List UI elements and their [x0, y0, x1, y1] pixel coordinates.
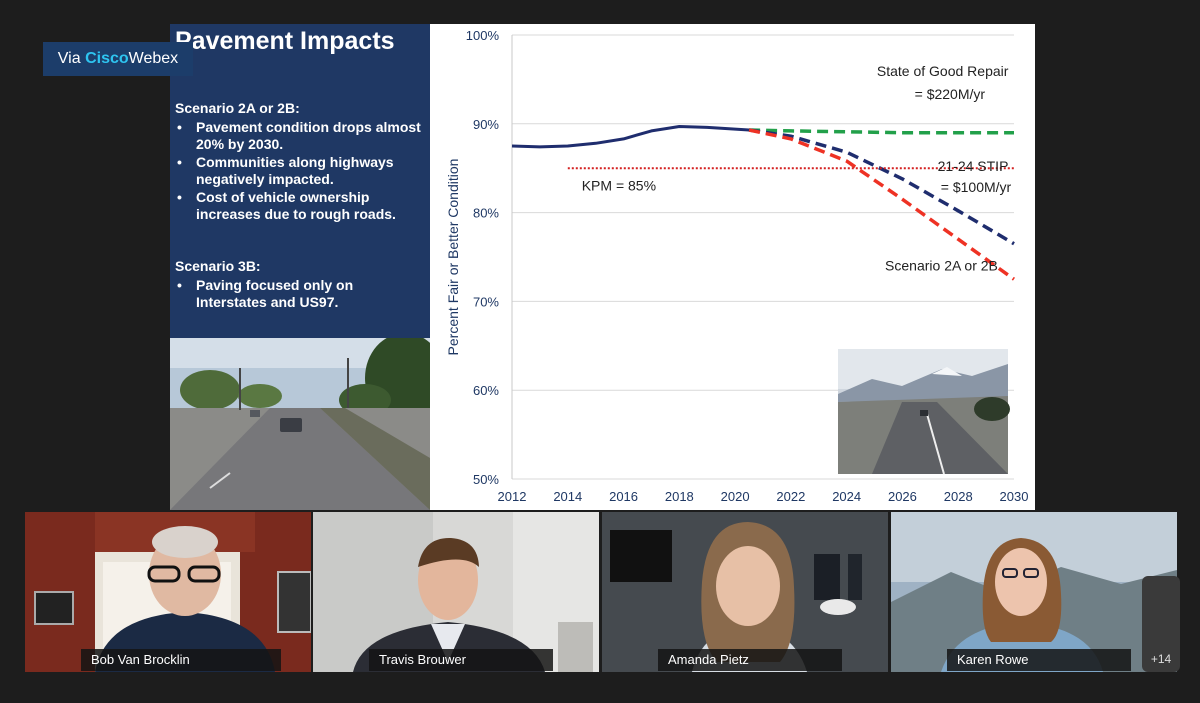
participant-video	[313, 512, 599, 672]
y-tick-label: 90%	[473, 117, 499, 132]
scenario-3b-heading: Scenario 3B:	[175, 258, 261, 274]
annotation-label: State of Good Repair	[877, 63, 1009, 79]
x-tick-label: 2016	[609, 489, 638, 504]
y-tick-label: 50%	[473, 472, 499, 487]
series-line	[511, 125, 750, 149]
participant-tile[interactable]: Amanda Pietz	[602, 512, 888, 672]
bullet-item: • Cost of vehicle ownership increases due…	[177, 189, 396, 222]
more-participants-count: +14	[1150, 652, 1172, 666]
bullet-item: • Communities along highways negatively i…	[177, 154, 394, 187]
participant-video	[602, 512, 888, 672]
webex-badge: Via CiscoWebex	[43, 42, 193, 76]
condition-chart: Percent Fair or Better Condition 50% 60% 7…	[445, 28, 1029, 504]
annotation-label: = $220M/yr	[915, 86, 986, 102]
participant-name: Travis Brouwer	[369, 649, 553, 671]
annotation-label: 21-24 STIP	[938, 158, 1009, 174]
y-tick-label: 70%	[473, 294, 499, 309]
badge-cisco: Cisco	[85, 50, 129, 67]
scenario-3b-bullets: • Paving focused only on Interstates and …	[175, 277, 427, 312]
chart-annotations: State of Good Repair = $220M/yr 21-24 STIP…	[582, 63, 1012, 273]
series-line	[748, 128, 1016, 281]
series-line	[749, 128, 1014, 135]
badge-webex: Webex	[128, 50, 179, 67]
participant-tile[interactable]: Travis Brouwer	[313, 512, 599, 672]
y-tick-label: 80%	[473, 206, 499, 221]
scenario-2a-bullets: • Pavement condition drops almost 20% by …	[175, 119, 427, 224]
bullet-dot: •	[177, 277, 182, 293]
bullet-dot: •	[177, 189, 182, 205]
x-tick-label: 2026	[888, 489, 917, 504]
presentation-slide: Pavement Impacts Scenario 2A or 2B: • Pav…	[170, 24, 1035, 510]
chart-series	[511, 125, 1016, 281]
scenario-2a-heading: Scenario 2A or 2B:	[175, 100, 300, 116]
x-tick-label: 2020	[721, 489, 750, 504]
participant-tile[interactable]: Bob Van Brocklin	[25, 512, 311, 672]
bullet-item: • Paving focused only on Interstates and …	[177, 277, 354, 310]
annotation-label: KPM = 85%	[582, 177, 656, 193]
x-tick-label: 2018	[665, 489, 694, 504]
x-tick-label: 2014	[553, 489, 582, 504]
bullet-dot: •	[177, 119, 182, 135]
series-line	[748, 128, 1015, 246]
x-tick-label: 2022	[776, 489, 805, 504]
slide-title: Pavement Impacts	[175, 27, 395, 55]
x-tick-label: 2030	[1000, 489, 1029, 504]
chart-grid	[512, 34, 1014, 480]
y-tick-labels: 50% 60% 70% 80% 90% 100%	[466, 28, 500, 487]
bullet-dot: •	[177, 154, 182, 170]
participant-video	[25, 512, 311, 672]
x-tick-label: 2012	[498, 489, 527, 504]
more-participants-button[interactable]: +14	[1142, 576, 1180, 672]
y-axis-label: Percent Fair or Better Condition	[445, 159, 461, 356]
x-tick-label: 2024	[832, 489, 861, 504]
slide-text-panel: Pavement Impacts Scenario 2A or 2B: • Pav…	[170, 24, 430, 338]
annotation-label: Scenario 2A or 2B	[885, 257, 998, 273]
road-photo	[170, 338, 430, 510]
participant-video	[891, 512, 1177, 672]
y-tick-label: 60%	[473, 383, 499, 398]
participant-name: Amanda Pietz	[658, 649, 842, 671]
y-tick-label: 100%	[466, 28, 500, 43]
annotation-label: = $100M/yr	[941, 179, 1012, 195]
x-tick-label: 2028	[944, 489, 973, 504]
highway-photo	[838, 349, 1010, 475]
x-tick-labels: 2012 2014 2016 2018 2020 2022 2024 2026 2028 2030	[498, 489, 1029, 504]
participant-name: Bob Van Brocklin	[81, 649, 281, 671]
badge-via: Via	[57, 50, 81, 67]
bullet-item: • Pavement condition drops almost 20% by …	[177, 119, 421, 152]
participant-name: Karen Rowe	[947, 649, 1131, 671]
participant-tile[interactable]: Karen Rowe	[891, 512, 1177, 672]
